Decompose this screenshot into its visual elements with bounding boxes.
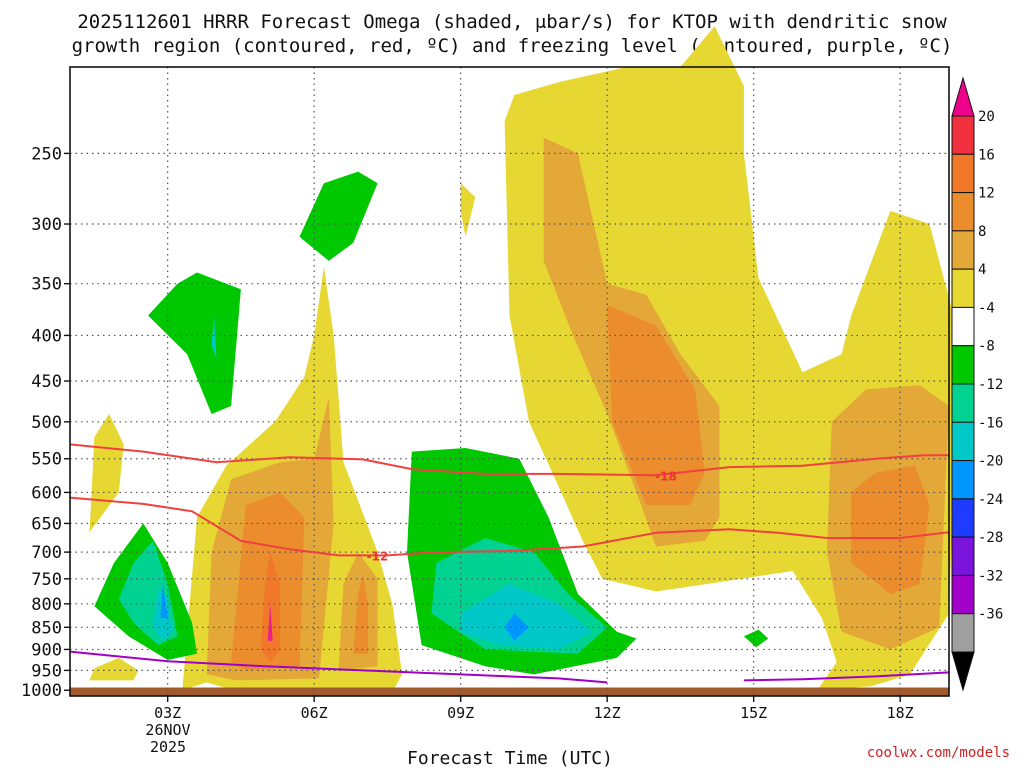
colorbar-label--8: -8 [978, 339, 995, 355]
y-tick-label-950: 950 [31, 661, 62, 681]
colorbar-box-12 [951, 574, 975, 615]
contour-lines: -18 -12 [69, 443, 950, 684]
omega-region-cyan-middle [460, 584, 593, 650]
colorbar-label--4: -4 [978, 300, 995, 316]
colorbar-top-triangle [951, 76, 975, 117]
contour-freezing-level-0C-(right) [743, 671, 950, 682]
omega-region-green-top [299, 171, 378, 261]
x-tick-label-09Z: 09Z [447, 704, 474, 722]
colorbar-label--32: -32 [978, 568, 1003, 584]
omega-region-yellow-bottom-left [89, 657, 139, 681]
chart-title-line2: growth region (contoured, red, ºC) and f… [72, 35, 953, 57]
colorbar-label--36: -36 [978, 607, 1003, 623]
x-axis-title: Forecast Time (UTC) [407, 748, 613, 768]
colorbar-box-4 [951, 268, 975, 308]
contour-freezing-level-0C [69, 650, 608, 684]
contour-label--18: -18 [655, 469, 677, 483]
y-tick-label-450: 450 [31, 372, 62, 392]
omega-region-green-small-right [743, 629, 769, 648]
colorbar-box-10 [951, 498, 975, 538]
x-tick-label-06Z: 06Z [301, 704, 328, 722]
y-tick-label-400: 400 [31, 326, 62, 346]
omega-region-pink-left [267, 603, 273, 641]
colorbar-box-13 [951, 613, 975, 653]
colorbar-label-12: 12 [978, 186, 995, 202]
colorbar-label-16: 16 [978, 147, 995, 163]
grid-lines [70, 67, 949, 696]
omega-region-dark-orange-second [353, 573, 368, 654]
x-tick-label-18Z: 18Z [887, 704, 914, 722]
omega-region-blue-left [160, 584, 168, 619]
y-tick-label-900: 900 [31, 640, 62, 660]
omega-shading [89, 26, 959, 693]
y-tick-label-250: 250 [31, 144, 62, 164]
x-tick-label-15Z: 15Z [740, 704, 767, 722]
colorbar-box-9 [951, 460, 975, 500]
credit-text: coolwx.com/models [867, 745, 1010, 761]
omega-region-green-upper-left [148, 272, 241, 414]
colorbar-box-3 [951, 230, 975, 270]
omega-region-dark-orange-right [607, 305, 705, 506]
colorbar-box-5 [951, 306, 975, 347]
colorbar-box-7 [951, 383, 975, 423]
colorbar-label-20: 20 [978, 109, 995, 125]
y-tick-label-700: 700 [31, 543, 62, 563]
colorbar-box-2 [951, 192, 975, 232]
colorbar-box-8 [951, 421, 975, 462]
y-tick-label-850: 850 [31, 618, 62, 638]
colorbar-box-0 [951, 115, 975, 155]
y-tick-label-800: 800 [31, 595, 62, 615]
x-date-line1: 26NOV [145, 721, 190, 739]
y-axis-ticks: 2503003504004505005506006507007508008509… [21, 144, 70, 701]
colorbar: 20 16 12 8 4 -4 -8 -12 -16 -20 -24 -28 -32 -36 [951, 76, 1003, 692]
y-tick-label-650: 650 [31, 514, 62, 534]
y-tick-label-500: 500 [31, 413, 62, 433]
omega-region-dark-orange-far-right [851, 465, 930, 594]
x-date-line2: 2025 [150, 738, 186, 756]
colorbar-label--24: -24 [978, 492, 1003, 508]
colorbar-box-6 [951, 345, 975, 385]
colorbar-label--20: -20 [978, 454, 1003, 470]
ground-surface [70, 687, 949, 696]
x-tick-label-12Z: 12Z [594, 704, 621, 722]
x-axis-ticks: 03Z 06Z 09Z 12Z 15Z 18Z [154, 696, 914, 722]
colorbar-label--12: -12 [978, 377, 1003, 393]
chart-title-line1: 2025112601 HRRR Forecast Omega (shaded, … [77, 11, 947, 33]
contour-dgz--12C [69, 496, 950, 557]
omega-region-cyan-upper-left [211, 315, 217, 359]
colorbar-box-1 [951, 153, 975, 194]
contour-label--12: -12 [367, 549, 389, 563]
y-tick-label-750: 750 [31, 570, 62, 590]
contour-dgz--18C [69, 443, 949, 477]
omega-region-yellow-small-left [89, 414, 124, 533]
colorbar-box-11 [951, 536, 975, 576]
colorbar-label--28: -28 [978, 530, 1003, 546]
y-tick-label-350: 350 [31, 275, 62, 295]
colorbar-label-4: 4 [978, 262, 986, 278]
y-tick-label-1000: 1000 [21, 681, 62, 701]
colorbar-label-8: 8 [978, 224, 986, 240]
y-tick-label-300: 300 [31, 215, 62, 235]
omega-region-yellow-dot [460, 183, 476, 237]
colorbar-label--16: -16 [978, 415, 1003, 431]
x-tick-label-03Z: 03Z [154, 704, 181, 722]
y-tick-label-600: 600 [31, 483, 62, 503]
y-tick-label-550: 550 [31, 450, 62, 470]
colorbar-bottom-triangle [951, 651, 975, 692]
